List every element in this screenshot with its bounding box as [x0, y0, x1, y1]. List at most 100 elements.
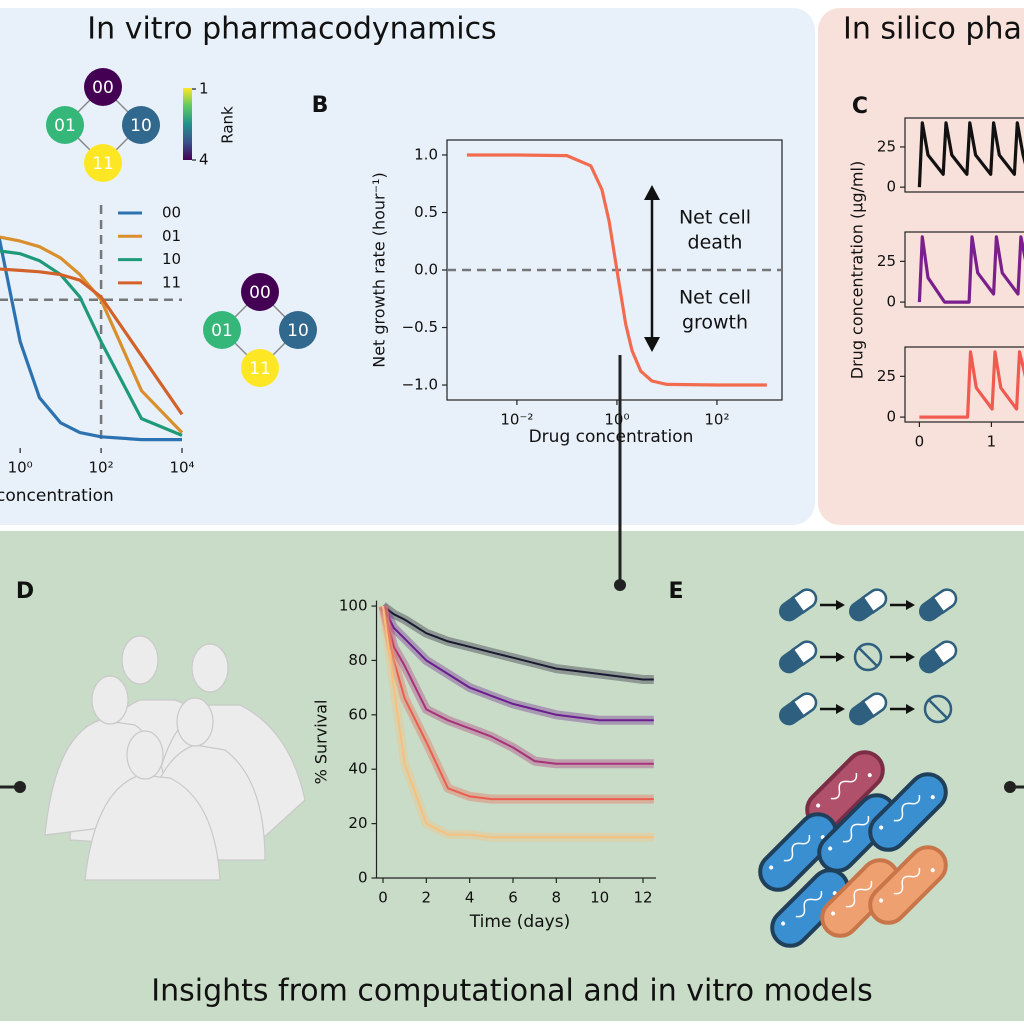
- x-tick-label: 4: [465, 889, 475, 907]
- plot-area: [917, 121, 1024, 188]
- annotation: Net cell: [679, 207, 751, 229]
- pill-icon: [779, 640, 818, 674]
- node-label: 10: [130, 116, 152, 136]
- axes-frame: [904, 346, 1024, 423]
- pill-icon: [779, 588, 818, 622]
- y-tick-label: 0: [886, 293, 896, 311]
- panel-in-vitro: [0, 8, 815, 525]
- x-tick-label: 12: [633, 889, 652, 907]
- x-tick-label: 1: [987, 433, 997, 451]
- pill-half: [919, 596, 945, 622]
- bacterium-dna: [893, 794, 921, 822]
- data-line: [466, 153, 767, 387]
- bacterium-dna: [795, 890, 823, 918]
- bacterium-dna: [845, 880, 873, 908]
- bacterium-dna: [783, 834, 811, 862]
- bacterium-dot: [930, 795, 935, 800]
- annotation: Net cell: [679, 287, 751, 309]
- bacterium-body: [868, 772, 948, 852]
- x-tick-label: 10⁰: [604, 411, 629, 429]
- bacterium-dna: [830, 772, 858, 800]
- bacterium-dot: [867, 773, 872, 778]
- bacterium-dot: [769, 865, 774, 870]
- y-tick-label: 20: [348, 814, 367, 832]
- network-node: [241, 349, 279, 387]
- bacterium-dot: [879, 898, 884, 903]
- network-node: [84, 68, 122, 106]
- panel-letter: D: [16, 579, 34, 604]
- pill-half: [861, 692, 888, 719]
- x-tick-label: 8: [552, 889, 562, 907]
- data-line: [382, 605, 654, 765]
- y-tick-label: 25: [877, 367, 896, 385]
- x-tick-label: 10²: [89, 459, 114, 477]
- y-tick-label: 0.5: [414, 203, 438, 221]
- pill-half: [779, 648, 805, 674]
- data-line: [382, 605, 654, 801]
- y-tick-label: 25: [877, 137, 896, 155]
- bacterium: [868, 772, 948, 852]
- x-tick-label: 10²: [704, 411, 729, 429]
- y-axis-label: Drug concentration (μg/ml): [848, 161, 867, 379]
- x-tick-label: 0: [915, 433, 925, 451]
- legend-label: 00: [162, 204, 181, 222]
- colorbar: [183, 88, 192, 160]
- data-line: [0, 235, 184, 434]
- y-tick-label: 0: [358, 869, 368, 887]
- pill-icon: [919, 640, 958, 674]
- y-tick-label: 25: [877, 252, 896, 270]
- y-axis-label: % Survival: [312, 700, 331, 785]
- pill-half: [931, 588, 958, 615]
- node-label: 00: [92, 78, 114, 98]
- connector-dot: [14, 781, 26, 793]
- data-line: [382, 605, 654, 839]
- no-dose-icon: [923, 694, 953, 724]
- y-tick-label: 0: [886, 178, 896, 196]
- arrow-head: [644, 185, 660, 200]
- data-line: [0, 267, 184, 416]
- bacterium-dot: [879, 825, 884, 830]
- colorbar-tick-label: 4: [199, 151, 209, 169]
- bacterium: [868, 845, 948, 925]
- legend-label: 01: [162, 227, 181, 245]
- pill-icon: [779, 692, 818, 726]
- legend-label: 10: [162, 250, 181, 268]
- network-node: [241, 273, 279, 311]
- x-tick-label: 0: [378, 889, 388, 907]
- connector-dot: [614, 579, 626, 591]
- pill-half: [779, 700, 805, 726]
- x-axis-label: Drug concentration: [529, 427, 694, 447]
- network-node: [46, 106, 84, 144]
- bacterium-dna: [842, 815, 870, 843]
- axes-frame: [904, 231, 1024, 308]
- pill-half: [779, 596, 805, 622]
- schedule-arrow: [836, 652, 845, 662]
- schedule-arrow: [836, 600, 845, 610]
- node-label: 01: [211, 321, 233, 341]
- schedule-arrow: [906, 652, 915, 662]
- network-node: [84, 144, 122, 182]
- humans-illustration: [44, 635, 306, 881]
- pill-half: [791, 640, 818, 667]
- arrow-head: [644, 337, 660, 352]
- annotation: growth: [682, 312, 748, 334]
- plot-area: [919, 350, 1024, 419]
- pill-icon: [919, 588, 958, 622]
- pill-half: [861, 588, 888, 615]
- bacterium-body: [758, 812, 838, 892]
- node-label: 10: [287, 321, 309, 341]
- panel-letter: B: [312, 93, 329, 118]
- x-tick-label: 6: [508, 889, 518, 907]
- x-tick-label: 10: [590, 889, 609, 907]
- pill-half: [791, 692, 818, 719]
- bacterium: [758, 812, 838, 892]
- data-line: [917, 235, 1024, 304]
- x-axis-label: concentration: [0, 486, 114, 506]
- schedule-arrow: [906, 600, 915, 610]
- y-tick-label: 0.0: [414, 261, 438, 279]
- y-tick-label: 1.0: [414, 145, 438, 163]
- x-tick-label: 10⁻²: [500, 411, 533, 429]
- legend-label: 11: [162, 273, 181, 291]
